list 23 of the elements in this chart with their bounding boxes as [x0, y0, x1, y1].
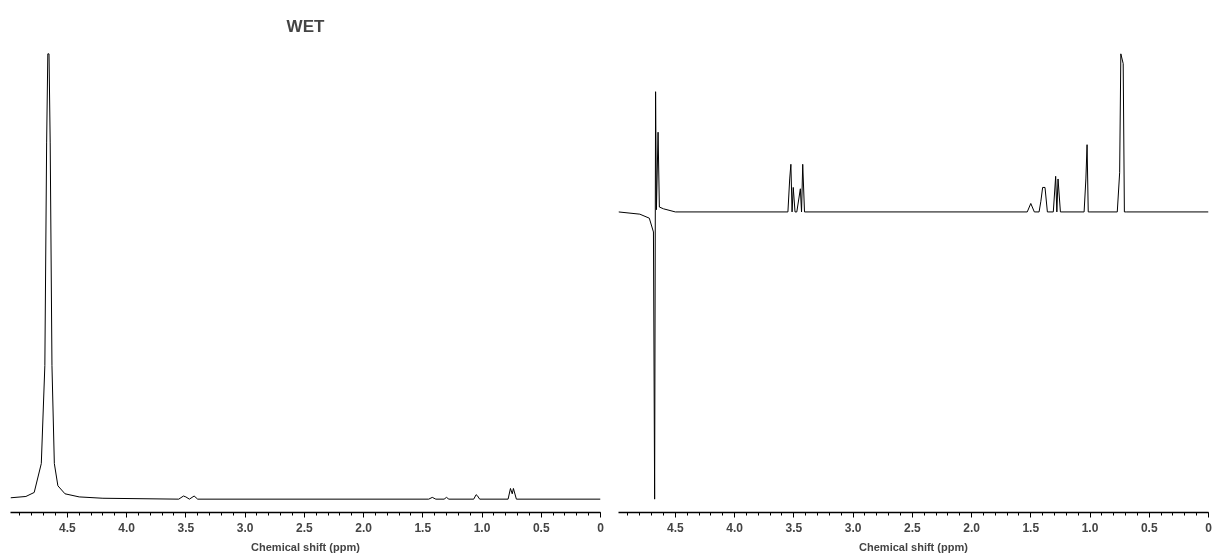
- x-tick-label: 1.0: [1081, 520, 1099, 535]
- x-tick-label: 0.5: [532, 520, 550, 535]
- x-tick-label: 0: [597, 520, 605, 535]
- chart-title: WET: [286, 16, 325, 36]
- x-tick-label: 4.5: [667, 520, 685, 535]
- x-tick-label: 4.0: [118, 520, 136, 535]
- x-tick-label: 3.5: [177, 520, 195, 535]
- x-tick-label: 4.5: [59, 520, 77, 535]
- x-tick-label: 4.0: [726, 520, 744, 535]
- x-tick-label: 1.5: [1022, 520, 1040, 535]
- x-tick-label: 1.0: [473, 520, 491, 535]
- x-tick-label: 3.0: [236, 520, 254, 535]
- x-tick-label: 1.5: [414, 520, 432, 535]
- x-tick-label: 3.5: [785, 520, 803, 535]
- x-axis-title: Chemical shift (ppm): [251, 540, 361, 553]
- x-tick-label: 2.0: [963, 520, 981, 535]
- x-tick-label: 0: [1205, 520, 1213, 535]
- x-tick-label: 0.5: [1140, 520, 1158, 535]
- x-tick-label: 2.5: [295, 520, 313, 535]
- x-tick-label: 2.5: [903, 520, 921, 535]
- x-tick-label: 3.0: [844, 520, 862, 535]
- x-tick-label: 2.0: [355, 520, 373, 535]
- x-axis-title: Chemical shift (ppm): [859, 540, 969, 553]
